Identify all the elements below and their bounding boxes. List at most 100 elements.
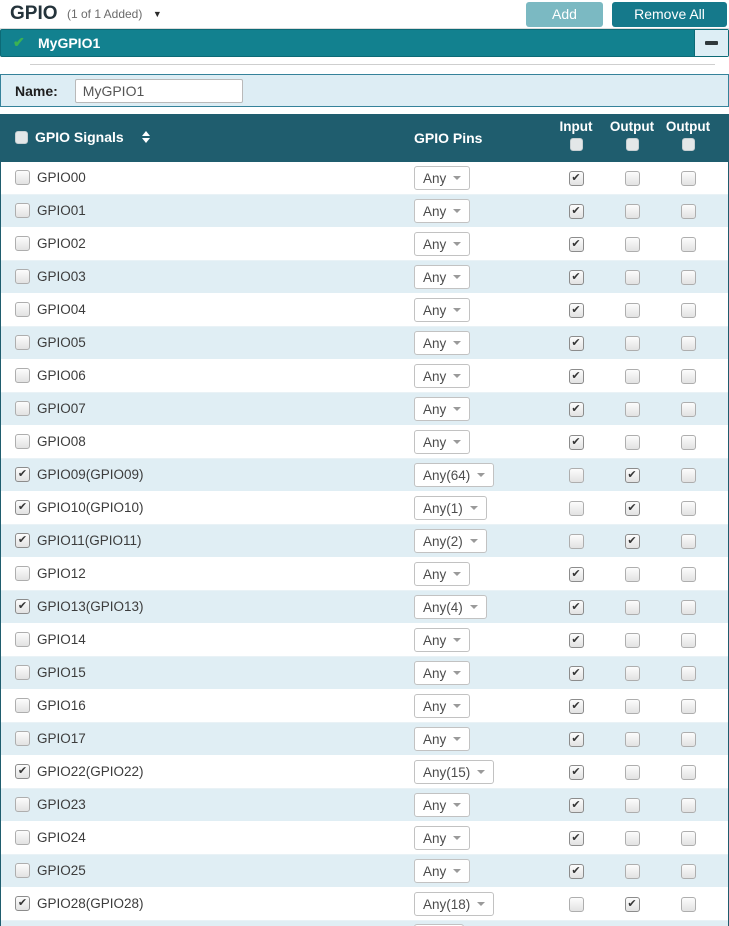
- row-select-checkbox[interactable]: [15, 401, 30, 416]
- input-checkbox[interactable]: ✔: [568, 731, 584, 747]
- row-select-checkbox[interactable]: [15, 368, 30, 383]
- output-checkbox[interactable]: [680, 203, 696, 219]
- gpio-pin-dropdown[interactable]: Any: [414, 793, 471, 817]
- sort-icon[interactable]: [142, 131, 150, 143]
- output-checkbox[interactable]: [680, 632, 696, 648]
- input-checkbox[interactable]: [568, 896, 584, 912]
- input-checkbox[interactable]: ✔: [568, 368, 584, 384]
- row-select-checkbox[interactable]: [15, 335, 30, 350]
- output-checkbox[interactable]: [680, 698, 696, 714]
- direction-select-all-checkbox[interactable]: [681, 138, 695, 151]
- gpio-pin-dropdown[interactable]: Any: [414, 364, 471, 388]
- output-checkbox[interactable]: [680, 599, 696, 615]
- output-checkbox[interactable]: [680, 533, 696, 549]
- output-checkbox[interactable]: [680, 830, 696, 846]
- output-checkbox[interactable]: [624, 170, 640, 186]
- output-checkbox[interactable]: [680, 401, 696, 417]
- output-checkbox[interactable]: [680, 236, 696, 252]
- input-checkbox[interactable]: ✔: [568, 764, 584, 780]
- input-checkbox[interactable]: ✔: [568, 863, 584, 879]
- gpio-pin-dropdown[interactable]: Any(18): [414, 892, 495, 916]
- input-checkbox[interactable]: ✔: [568, 830, 584, 846]
- output-checkbox[interactable]: [680, 170, 696, 186]
- gpio-pin-dropdown[interactable]: [414, 924, 464, 926]
- output-checkbox[interactable]: [624, 335, 640, 351]
- input-checkbox[interactable]: ✔: [568, 236, 584, 252]
- output-checkbox[interactable]: [624, 863, 640, 879]
- gpio-pin-dropdown[interactable]: Any: [414, 331, 471, 355]
- row-select-checkbox[interactable]: ✔: [15, 764, 30, 779]
- output-checkbox[interactable]: [624, 203, 640, 219]
- input-checkbox[interactable]: ✔: [568, 566, 584, 582]
- row-select-checkbox[interactable]: [15, 203, 30, 218]
- output-checkbox[interactable]: [680, 863, 696, 879]
- remove-all-button[interactable]: Remove All: [612, 2, 727, 27]
- row-select-checkbox[interactable]: [15, 236, 30, 251]
- output-checkbox[interactable]: [680, 797, 696, 813]
- output-checkbox[interactable]: [624, 797, 640, 813]
- input-checkbox[interactable]: [568, 500, 584, 516]
- row-select-checkbox[interactable]: [15, 434, 30, 449]
- select-all-checkbox[interactable]: [15, 131, 28, 144]
- input-checkbox[interactable]: ✔: [568, 302, 584, 318]
- gpio-pin-dropdown[interactable]: Any: [414, 694, 471, 718]
- signals-column-header[interactable]: GPIO Signals: [35, 129, 124, 145]
- output-checkbox[interactable]: [680, 335, 696, 351]
- collapse-button[interactable]: [694, 30, 728, 56]
- chevron-down-icon[interactable]: ▼: [152, 9, 162, 19]
- row-select-checkbox[interactable]: ✔: [15, 599, 30, 614]
- gpio-pin-dropdown[interactable]: Any: [414, 232, 471, 256]
- gpio-pin-dropdown[interactable]: Any: [414, 562, 471, 586]
- input-checkbox[interactable]: [568, 533, 584, 549]
- output-checkbox[interactable]: [680, 665, 696, 681]
- input-checkbox[interactable]: ✔: [568, 335, 584, 351]
- input-checkbox[interactable]: ✔: [568, 797, 584, 813]
- output-checkbox[interactable]: [624, 632, 640, 648]
- output-checkbox[interactable]: [624, 269, 640, 285]
- gpio-pin-dropdown[interactable]: Any: [414, 826, 471, 850]
- row-select-checkbox[interactable]: ✔: [15, 896, 30, 911]
- input-checkbox[interactable]: ✔: [568, 170, 584, 186]
- output-checkbox[interactable]: [624, 830, 640, 846]
- gpio-pin-dropdown[interactable]: Any: [414, 430, 471, 454]
- input-checkbox[interactable]: ✔: [568, 665, 584, 681]
- row-select-checkbox[interactable]: [15, 302, 30, 317]
- output-checkbox[interactable]: [680, 731, 696, 747]
- output-checkbox[interactable]: [624, 764, 640, 780]
- output-checkbox[interactable]: [680, 896, 696, 912]
- gpio-pin-dropdown[interactable]: Any: [414, 199, 471, 223]
- direction-select-all-checkbox[interactable]: [625, 138, 639, 151]
- input-checkbox[interactable]: ✔: [568, 599, 584, 615]
- output-checkbox[interactable]: ✔: [624, 500, 640, 516]
- instance-header-bar[interactable]: ✔ MyGPIO1: [0, 29, 729, 57]
- row-select-checkbox[interactable]: [15, 566, 30, 581]
- output-checkbox[interactable]: [680, 368, 696, 384]
- output-checkbox[interactable]: [624, 698, 640, 714]
- input-checkbox[interactable]: ✔: [568, 434, 584, 450]
- gpio-pin-dropdown[interactable]: Any: [414, 298, 471, 322]
- gpio-pin-dropdown[interactable]: Any(15): [414, 760, 495, 784]
- direction-select-all-checkbox[interactable]: [569, 138, 583, 151]
- row-select-checkbox[interactable]: [15, 632, 30, 647]
- row-select-checkbox[interactable]: [15, 863, 30, 878]
- row-select-checkbox[interactable]: [15, 830, 30, 845]
- row-select-checkbox[interactable]: ✔: [15, 500, 30, 515]
- output-checkbox[interactable]: ✔: [624, 896, 640, 912]
- output-checkbox[interactable]: [680, 500, 696, 516]
- output-checkbox[interactable]: ✔: [624, 467, 640, 483]
- gpio-pin-dropdown[interactable]: Any(1): [414, 496, 487, 520]
- gpio-pin-dropdown[interactable]: Any: [414, 397, 471, 421]
- output-checkbox[interactable]: [624, 401, 640, 417]
- output-checkbox[interactable]: [624, 665, 640, 681]
- row-select-checkbox[interactable]: [15, 170, 30, 185]
- output-checkbox[interactable]: [624, 236, 640, 252]
- output-checkbox[interactable]: [680, 566, 696, 582]
- gpio-pin-dropdown[interactable]: Any(2): [414, 529, 487, 553]
- output-checkbox[interactable]: [624, 566, 640, 582]
- gpio-pin-dropdown[interactable]: Any(64): [414, 463, 495, 487]
- input-checkbox[interactable]: ✔: [568, 632, 584, 648]
- output-checkbox[interactable]: [624, 731, 640, 747]
- gpio-pin-dropdown[interactable]: Any: [414, 859, 471, 883]
- output-checkbox[interactable]: ✔: [624, 533, 640, 549]
- gpio-pin-dropdown[interactable]: Any(4): [414, 595, 487, 619]
